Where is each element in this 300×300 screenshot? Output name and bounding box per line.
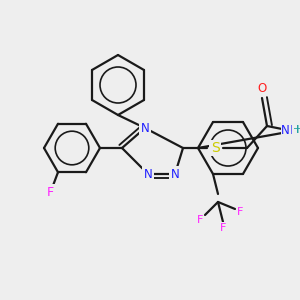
Text: F: F <box>197 215 203 225</box>
Text: S: S <box>211 141 219 155</box>
Text: N: N <box>284 124 292 136</box>
Text: N: N <box>141 122 149 134</box>
Text: O: O <box>257 82 267 94</box>
Text: H: H <box>296 125 300 135</box>
Text: N: N <box>171 167 179 181</box>
Text: H: H <box>291 125 299 135</box>
Text: F: F <box>46 186 54 199</box>
Text: N: N <box>281 124 290 136</box>
Text: N: N <box>144 167 152 181</box>
Text: F: F <box>220 223 226 233</box>
Text: F: F <box>237 207 243 217</box>
